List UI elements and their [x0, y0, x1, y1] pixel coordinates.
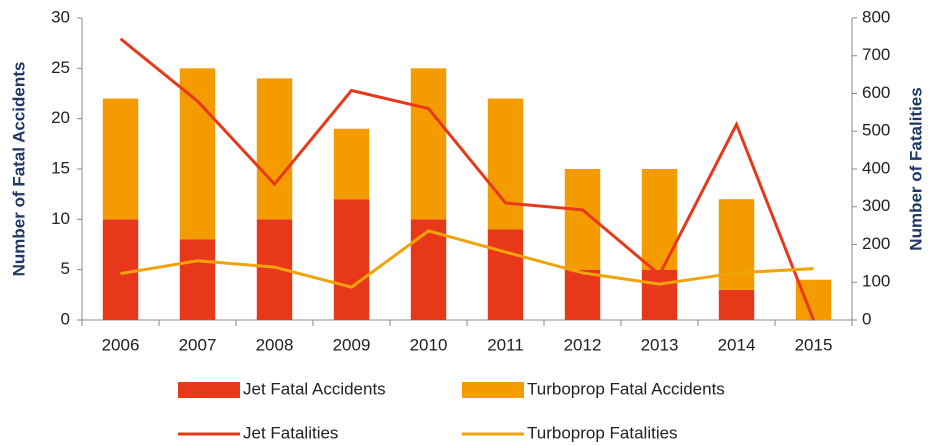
- y2-tick-label: 600: [862, 83, 890, 102]
- line: [120, 229, 814, 289]
- bar: [487, 229, 524, 320]
- y-tick-label: 10: [51, 209, 70, 228]
- y2-tick-label: 700: [862, 45, 890, 64]
- bar: [718, 199, 755, 290]
- y-tick-label: 15: [51, 158, 70, 177]
- x-tick-label: 2007: [179, 335, 217, 354]
- legend-swatch: [178, 382, 240, 398]
- legend-swatch: [462, 382, 524, 398]
- line: [119, 37, 815, 321]
- bar: [102, 219, 139, 320]
- y2-tick-label: 100: [862, 272, 890, 291]
- bar: [410, 219, 447, 320]
- x-tick-label: 2010: [410, 335, 448, 354]
- x-tick-label: 2015: [795, 335, 833, 354]
- bar: [102, 98, 139, 220]
- y-tick-label: 0: [61, 309, 70, 328]
- bar: [333, 199, 370, 320]
- legend-label: Turboprop Fatalities: [527, 423, 678, 442]
- y2-tick-label: 300: [862, 196, 890, 215]
- bar: [179, 239, 216, 320]
- y2-tick-label: 800: [862, 7, 890, 26]
- x-tick-label: 2011: [487, 335, 524, 354]
- legend-label: Turboprop Fatal Accidents: [527, 379, 725, 398]
- bar: [564, 269, 601, 320]
- legend-label: Jet Fatal Accidents: [243, 379, 386, 398]
- y2-tick-label: 200: [862, 234, 890, 253]
- bar: [487, 98, 524, 230]
- y2-tick-label: 500: [862, 121, 890, 140]
- x-tick-label: 2014: [718, 335, 756, 354]
- x-tick-label: 2012: [564, 335, 602, 354]
- x-tick-label: 2013: [641, 335, 679, 354]
- y-tick-label: 30: [51, 7, 70, 26]
- bar: [179, 68, 216, 240]
- bar: [256, 78, 293, 220]
- y-tick-label: 5: [61, 259, 70, 278]
- bar: [641, 169, 678, 270]
- y2-axis-title: Number of Fatalities: [906, 87, 925, 250]
- bar: [333, 128, 370, 200]
- x-tick-label: 2008: [256, 335, 294, 354]
- y-tick-label: 20: [51, 108, 70, 127]
- bar: [718, 289, 755, 320]
- bar: [641, 269, 678, 320]
- y2-tick-label: 400: [862, 158, 890, 177]
- x-tick-label: 2006: [102, 335, 140, 354]
- y2-tick-label: 0: [862, 309, 871, 328]
- bar: [410, 68, 447, 220]
- y-axis-title: Number of Fatal Accidents: [9, 62, 28, 277]
- x-tick-label: 2009: [333, 335, 371, 354]
- y-tick-label: 25: [51, 58, 70, 77]
- legend-label: Jet Fatalities: [243, 423, 338, 442]
